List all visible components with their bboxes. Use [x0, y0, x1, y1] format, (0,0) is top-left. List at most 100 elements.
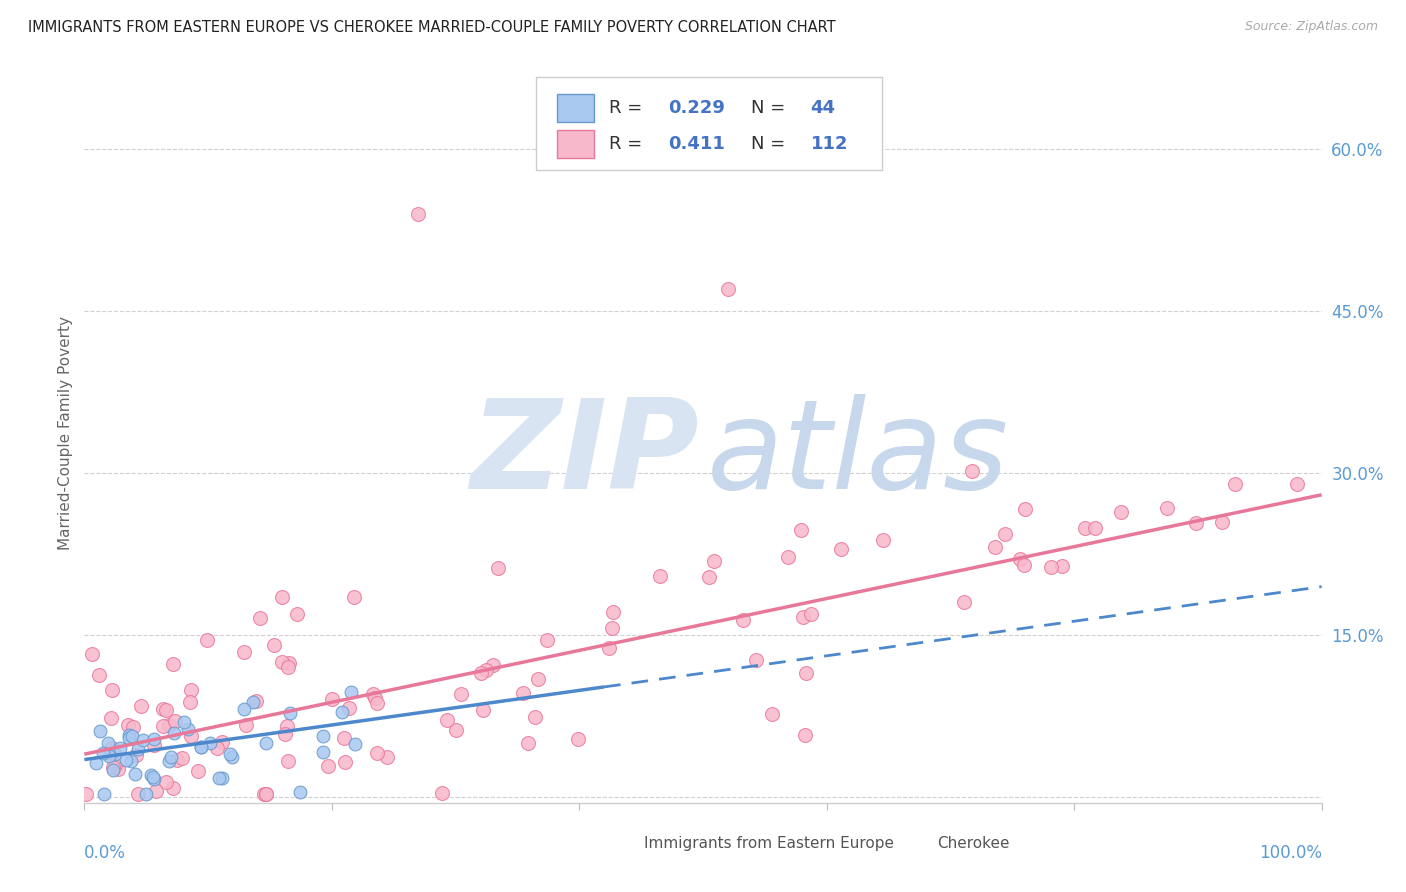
Point: [536, 633, 558, 648]
Point: [159, 750, 181, 764]
Point: [152, 718, 174, 732]
FancyBboxPatch shape: [557, 130, 595, 158]
Point: [794, 666, 817, 681]
Text: Immigrants from Eastern Europe: Immigrants from Eastern Europe: [644, 836, 894, 851]
Point: [232, 702, 254, 716]
FancyBboxPatch shape: [602, 832, 628, 855]
Point: [984, 540, 1007, 554]
Point: [446, 723, 468, 737]
Point: [91, 746, 114, 760]
Point: [602, 620, 624, 634]
Point: [125, 747, 148, 762]
Point: [221, 750, 243, 764]
Point: [567, 731, 589, 746]
Point: [108, 741, 131, 756]
Point: [205, 741, 228, 756]
Point: [363, 690, 385, 705]
Point: [118, 727, 141, 741]
Point: [1211, 515, 1233, 529]
Point: [143, 738, 166, 752]
Point: [277, 754, 299, 768]
Text: 0.0%: 0.0%: [84, 844, 127, 862]
Point: [120, 754, 142, 768]
Point: [173, 715, 195, 730]
Point: [103, 760, 125, 774]
Point: [87, 668, 110, 682]
Point: [166, 753, 188, 767]
Point: [1014, 502, 1036, 516]
Point: [245, 694, 267, 708]
Point: [408, 207, 430, 221]
Point: [139, 768, 162, 782]
Point: [343, 590, 366, 604]
Point: [84, 756, 107, 770]
Point: [703, 554, 725, 568]
Point: [254, 787, 277, 801]
Point: [333, 755, 356, 769]
Point: [277, 660, 299, 674]
Point: [270, 655, 292, 669]
Point: [792, 610, 814, 624]
Point: [176, 722, 198, 736]
Point: [100, 683, 122, 698]
Point: [366, 696, 388, 710]
Point: [363, 687, 385, 701]
Point: [598, 640, 620, 655]
Point: [790, 523, 813, 537]
Point: [273, 726, 295, 740]
Point: [953, 595, 976, 609]
Point: [1084, 521, 1107, 535]
Point: [745, 653, 768, 667]
Point: [1185, 516, 1208, 531]
Point: [475, 663, 498, 677]
Point: [717, 282, 740, 296]
Point: [122, 720, 145, 734]
Point: [101, 747, 124, 761]
Point: [132, 733, 155, 747]
Point: [344, 737, 367, 751]
Point: [208, 771, 231, 785]
Point: [157, 718, 180, 732]
Point: [316, 759, 339, 773]
Point: [162, 781, 184, 796]
Point: [800, 607, 823, 621]
Point: [512, 686, 534, 700]
Point: [129, 699, 152, 714]
Text: Source: ZipAtlas.com: Source: ZipAtlas.com: [1244, 20, 1378, 33]
Point: [482, 657, 505, 672]
Point: [157, 754, 180, 768]
Point: [1109, 505, 1132, 519]
Point: [830, 542, 852, 557]
Point: [761, 706, 783, 721]
Text: atlas: atlas: [707, 394, 1010, 516]
Point: [101, 763, 124, 777]
Point: [697, 570, 720, 584]
Point: [602, 605, 624, 619]
Point: [733, 613, 755, 627]
Text: Cherokee: Cherokee: [936, 836, 1010, 851]
Point: [523, 710, 546, 724]
Point: [98, 749, 121, 764]
Point: [271, 591, 294, 605]
Point: [235, 718, 257, 732]
Point: [312, 729, 335, 743]
Point: [276, 719, 298, 733]
Point: [135, 787, 157, 801]
Point: [330, 706, 353, 720]
Point: [450, 687, 472, 701]
Point: [263, 638, 285, 652]
Point: [339, 684, 361, 698]
Point: [242, 695, 264, 709]
Point: [337, 701, 360, 715]
Point: [124, 767, 146, 781]
Point: [198, 736, 221, 750]
Point: [486, 561, 509, 575]
Point: [333, 731, 356, 745]
Point: [100, 710, 122, 724]
Point: [163, 726, 186, 740]
Point: [155, 775, 177, 789]
Point: [278, 706, 301, 720]
Point: [75, 787, 97, 801]
Point: [321, 692, 343, 706]
Point: [143, 732, 166, 747]
